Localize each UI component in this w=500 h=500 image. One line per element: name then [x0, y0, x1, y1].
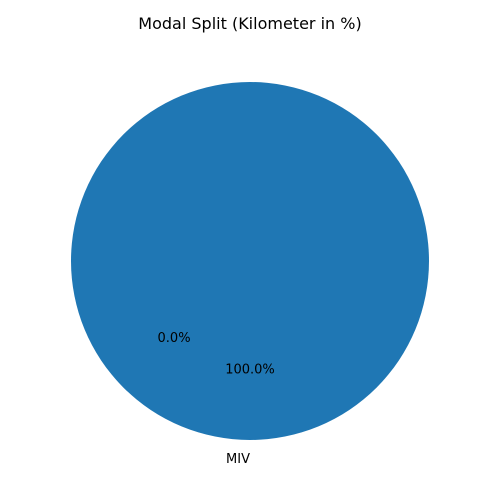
pie-percent-label: 0.0% [158, 331, 191, 346]
chart-title: Modal Split (Kilometer in %) [138, 14, 361, 33]
pie-slices [71, 82, 429, 440]
pie-slice-miv [71, 82, 429, 440]
pie-percent-label: 100.0% [225, 362, 275, 377]
pie-category-label: MIV [226, 452, 250, 467]
pie-labels: 0.0% 100.0% MIV [158, 331, 275, 467]
